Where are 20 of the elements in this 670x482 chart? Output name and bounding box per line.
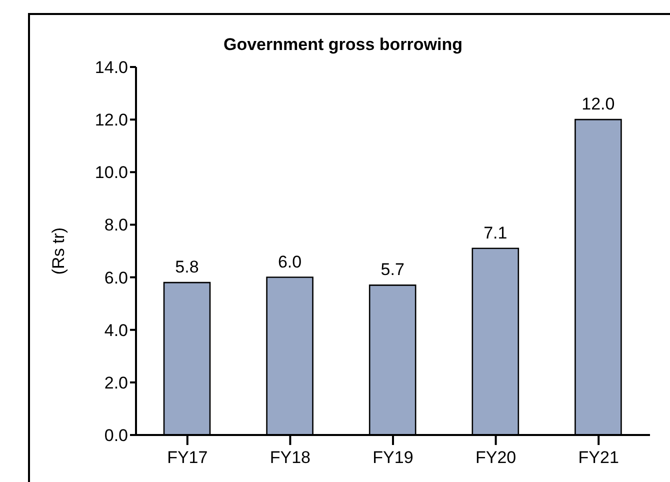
y-tick-label: 10.0	[94, 163, 128, 182]
y-tick-label: 14.0	[94, 58, 128, 78]
x-tick-label: FY21	[578, 448, 619, 468]
data-label: 5.8	[175, 258, 199, 277]
x-tick-label: FY20	[475, 448, 516, 468]
y-tick-label: 4.0	[104, 320, 128, 340]
data-label: 7.1	[484, 223, 508, 242]
x-tick-label: FY17	[167, 448, 208, 468]
data-label: 5.7	[380, 260, 404, 280]
data-label: 12.0	[582, 94, 615, 114]
data-label: 6.0	[278, 252, 302, 272]
y-tick-label: 6.0	[104, 268, 128, 288]
x-tick-label: FY18	[270, 448, 311, 468]
x-tick-label: FY19	[372, 448, 414, 468]
y-axis-title: (Rs tr)	[49, 227, 68, 275]
chart-title: Government gross borrowing	[222, 35, 464, 55]
y-tick-label: 12.0	[94, 110, 128, 130]
y-tick-label: 8.0	[104, 216, 128, 235]
y-tick-label: 2.0	[104, 373, 128, 392]
y-tick-label: 0.0	[104, 426, 128, 446]
